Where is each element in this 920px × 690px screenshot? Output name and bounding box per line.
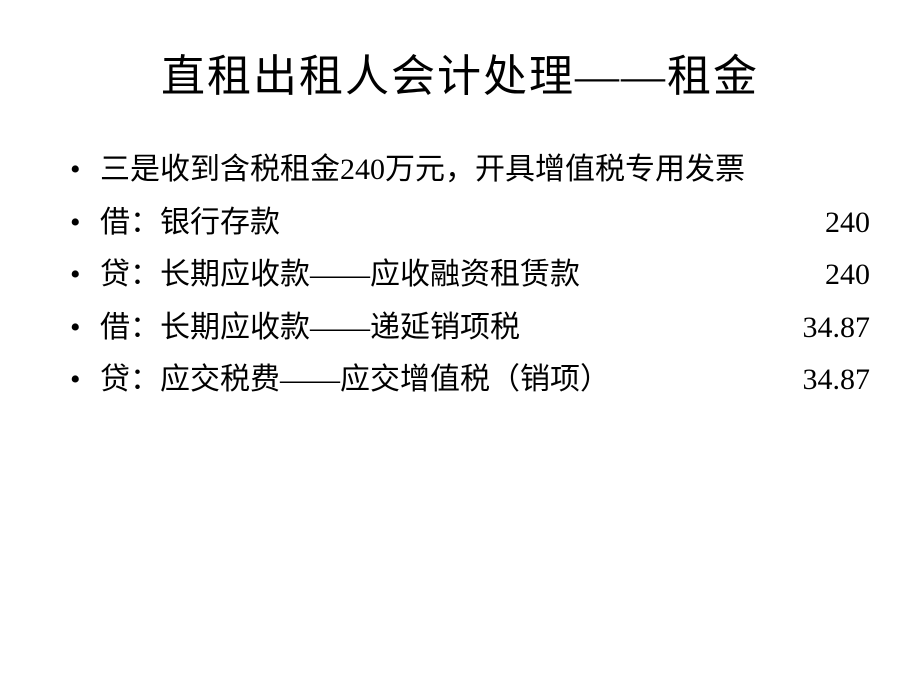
- item-value: 240: [805, 197, 870, 250]
- item-text: 贷：长期应收款——应收融资租赁款: [100, 249, 580, 302]
- item-text: 借：银行存款: [100, 197, 280, 250]
- item-text: 借：长期应收款——递延销项税: [100, 302, 520, 355]
- list-item: 贷：应交税费——应交增值税（销项） 34.87: [70, 354, 870, 407]
- list-item: 贷：长期应收款——应收融资租赁款 240: [70, 249, 870, 302]
- list-item: 借：长期应收款——递延销项税 34.87: [70, 302, 870, 355]
- list-item: 三是收到含税租金240万元，开具增值税专用发票: [70, 144, 870, 197]
- content-list: 三是收到含税租金240万元，开具增值税专用发票 借：银行存款 240 贷：长期应…: [50, 144, 870, 407]
- slide-title: 直租出租人会计处理——租金: [50, 40, 870, 104]
- list-item: 借：银行存款 240: [70, 197, 870, 250]
- item-value: 34.87: [783, 354, 871, 407]
- item-value: 34.87: [783, 302, 871, 355]
- item-text: 三是收到含税租金240万元，开具增值税专用发票: [100, 144, 870, 197]
- item-value: 240: [805, 249, 870, 302]
- item-text: 贷：应交税费——应交增值税（销项）: [100, 354, 610, 407]
